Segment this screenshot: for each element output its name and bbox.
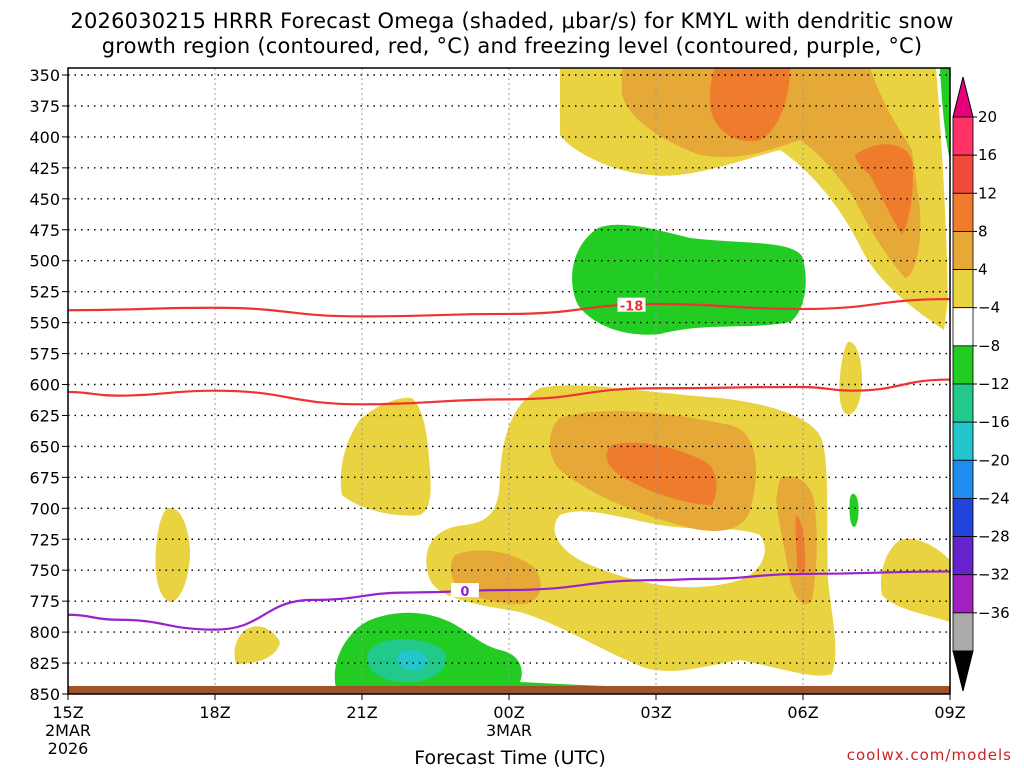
colorbar-swatch <box>952 612 974 652</box>
chart-title-line1: 2026030215 HRRR Forecast Omega (shaded, … <box>70 9 953 33</box>
colorbar-swatch <box>952 307 974 347</box>
colorbar-label: 8 <box>978 222 988 240</box>
contour-line <box>67 378 951 406</box>
x-tick-label: 06Z <box>787 703 818 722</box>
temperature-contours: -18 0 <box>67 297 951 631</box>
colorbar-label: −12 <box>978 375 1010 393</box>
colorbar-swatch <box>952 154 974 194</box>
ground-surface <box>68 686 950 694</box>
colorbar-label: 12 <box>978 184 997 202</box>
colorbar-top-arrow <box>952 76 974 118</box>
y-tick-label: 450 <box>29 190 60 209</box>
contour-label-bg <box>617 297 646 312</box>
x-tick-label: 18Z <box>199 703 230 722</box>
omega-region-edge-green <box>940 68 950 160</box>
y-tick-label: 475 <box>29 221 60 240</box>
y-tick-label: 625 <box>29 406 60 425</box>
x-tick-year: 2026 <box>48 739 89 758</box>
x-tick-label: 00Z <box>493 703 524 722</box>
colorbar-swatch <box>952 116 974 156</box>
colorbar-label: −36 <box>978 604 1010 622</box>
y-tick-label: 700 <box>29 499 60 518</box>
x-axis-label: Forecast Time (UTC) <box>414 747 605 768</box>
y-tick-label: 800 <box>29 623 60 642</box>
y-tick-label: 850 <box>29 685 60 704</box>
y-tick-label: 425 <box>29 159 60 178</box>
contour-label-bg <box>450 583 479 598</box>
chart-title-line2: growth region (contoured, red, °C) and f… <box>102 34 923 58</box>
y-axis: 350 375 400 425 450 475 500 525 550 575 600 625 650 6… <box>29 66 68 704</box>
plot-area: -18 0 <box>67 67 951 695</box>
x-tick-label: 21Z <box>346 703 377 722</box>
colorbar-label: −16 <box>978 413 1010 431</box>
colorbar-label: 20 <box>978 108 997 126</box>
omega-region-upper-orange <box>622 68 921 278</box>
grid-lines <box>68 68 950 694</box>
omega-region-mid-core <box>606 442 717 505</box>
contour-line <box>67 297 951 318</box>
y-tick-label: 550 <box>29 314 60 333</box>
colorbar-swatch <box>952 498 974 537</box>
colorbar-swatch <box>952 536 974 576</box>
x-tick-label: 09Z <box>934 703 965 722</box>
y-tick-label: 825 <box>29 654 60 673</box>
y-tick-label: 675 <box>29 468 60 487</box>
omega-region-upper-core <box>709 68 790 142</box>
y-tick-label: 725 <box>29 530 60 549</box>
contour-label: -18 <box>620 300 644 315</box>
y-tick-label: 750 <box>29 561 60 580</box>
contour-label: 0 <box>460 585 469 600</box>
colorbar-swatch <box>952 421 974 461</box>
x-tick-date: 2MAR <box>45 721 91 740</box>
colorbar-label: −20 <box>978 451 1010 469</box>
colorbar-label: −32 <box>978 566 1010 584</box>
colorbar: 20 16 12 8 4 −4 −8 −12 −16 −20 −24 −28 −32 −36 <box>952 76 1010 692</box>
colorbar-swatch <box>952 345 974 385</box>
omega-region-small-lower-yellow <box>234 626 280 664</box>
colorbar-swatch <box>952 459 974 499</box>
y-tick-label: 600 <box>29 376 60 395</box>
credit-text: coolwx.com/models <box>847 746 1012 764</box>
colorbar-label: −4 <box>978 299 1000 317</box>
colorbar-swatch <box>952 231 974 270</box>
y-tick-label: 350 <box>29 66 60 85</box>
y-tick-label: 400 <box>29 128 60 147</box>
omega-region-left-mid-yellow <box>340 397 431 516</box>
colorbar-swatch <box>952 383 974 423</box>
x-tick-label: 15Z <box>52 703 83 722</box>
colorbar-swatch <box>952 574 974 614</box>
colorbar-swatch <box>952 269 974 309</box>
colorbar-label: 16 <box>978 146 997 164</box>
omega-region-far-left-yellow <box>155 507 190 602</box>
y-tick-label: 375 <box>29 97 60 116</box>
y-tick-label: 650 <box>29 437 60 456</box>
omega-region-lower-cyan <box>397 650 428 671</box>
colorbar-bottom-arrow <box>952 650 974 692</box>
x-tick-label: 03Z <box>640 703 671 722</box>
colorbar-label: −24 <box>978 489 1010 507</box>
colorbar-swatch <box>952 192 974 232</box>
colorbar-label: −28 <box>978 528 1010 546</box>
colorbar-label: −8 <box>978 337 1000 355</box>
colorbar-label: 4 <box>978 261 988 279</box>
omega-region-small-green <box>849 493 859 527</box>
y-tick-label: 775 <box>29 592 60 611</box>
y-tick-label: 500 <box>29 252 60 271</box>
y-tick-label: 575 <box>29 345 60 364</box>
omega-region-small-yellow <box>839 341 862 415</box>
x-tick-date: 3MAR <box>486 721 532 740</box>
omega-region-upper-core2 <box>855 144 913 235</box>
y-tick-label: 525 <box>29 283 60 302</box>
